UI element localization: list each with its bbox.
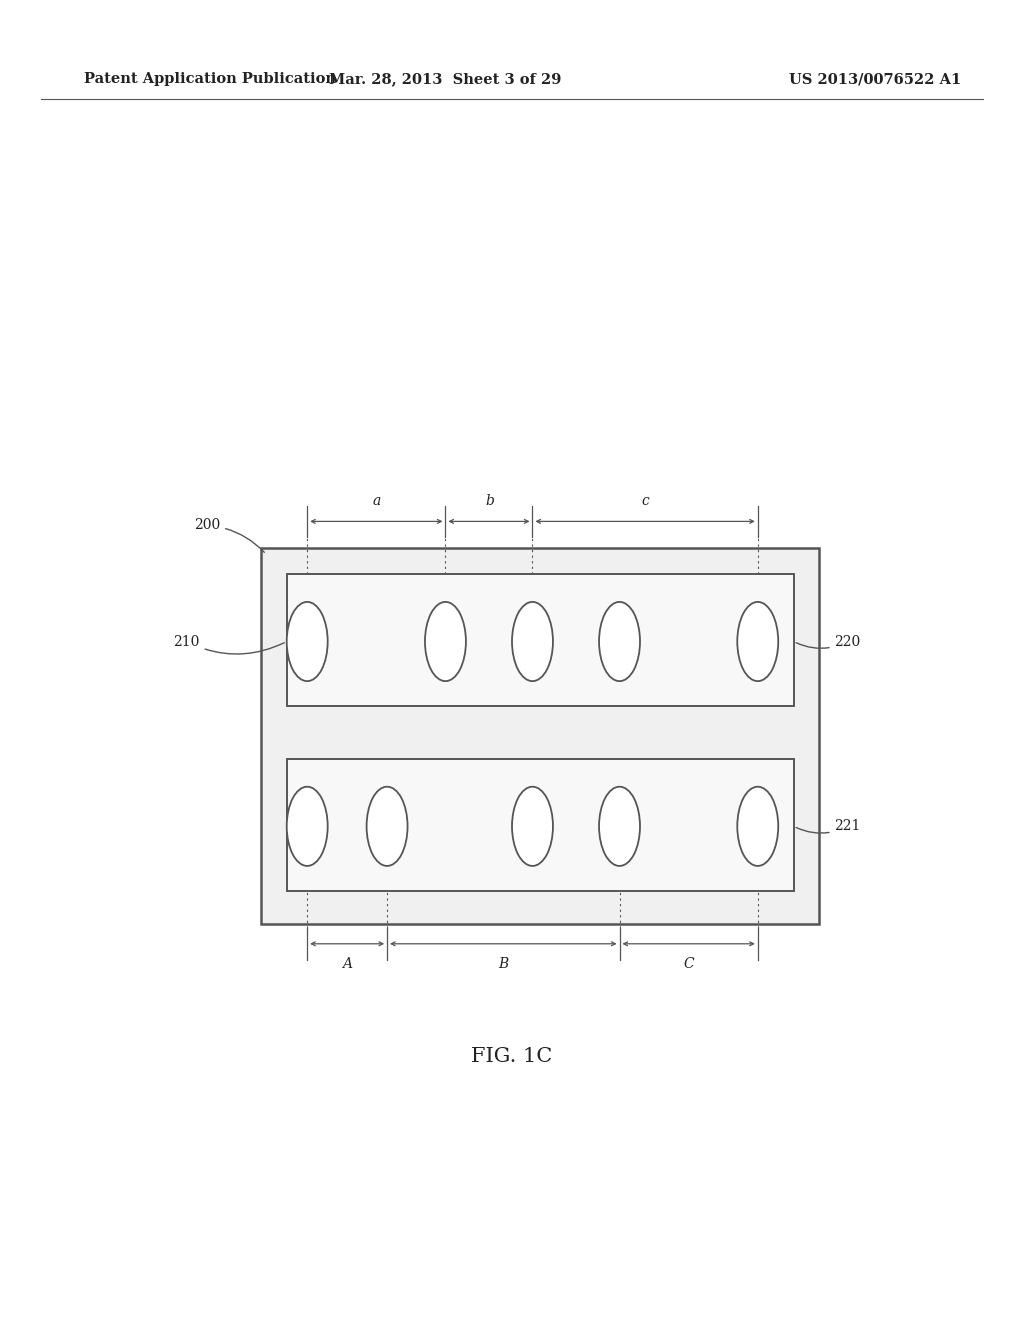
Ellipse shape	[367, 787, 408, 866]
Text: 220: 220	[796, 635, 861, 648]
Text: Mar. 28, 2013  Sheet 3 of 29: Mar. 28, 2013 Sheet 3 of 29	[330, 73, 561, 86]
Ellipse shape	[512, 602, 553, 681]
Text: 200: 200	[194, 519, 264, 552]
Text: US 2013/0076522 A1: US 2013/0076522 A1	[790, 73, 962, 86]
Bar	[261, 548, 819, 924]
Text: B: B	[499, 957, 509, 972]
Bar	[287, 574, 794, 706]
Text: b: b	[485, 494, 494, 508]
Ellipse shape	[737, 787, 778, 866]
Ellipse shape	[599, 602, 640, 681]
Text: FIG. 1C: FIG. 1C	[471, 1047, 553, 1065]
Text: C: C	[684, 957, 694, 972]
Text: c: c	[641, 494, 649, 508]
Text: 221: 221	[796, 820, 861, 833]
Text: 210: 210	[173, 635, 285, 653]
Text: Patent Application Publication: Patent Application Publication	[84, 73, 336, 86]
Ellipse shape	[599, 787, 640, 866]
Text: A: A	[342, 957, 352, 972]
Ellipse shape	[512, 787, 553, 866]
Bar	[287, 759, 794, 891]
Ellipse shape	[287, 787, 328, 866]
Ellipse shape	[287, 602, 328, 681]
Text: a: a	[373, 494, 381, 508]
Ellipse shape	[425, 602, 466, 681]
Ellipse shape	[737, 602, 778, 681]
